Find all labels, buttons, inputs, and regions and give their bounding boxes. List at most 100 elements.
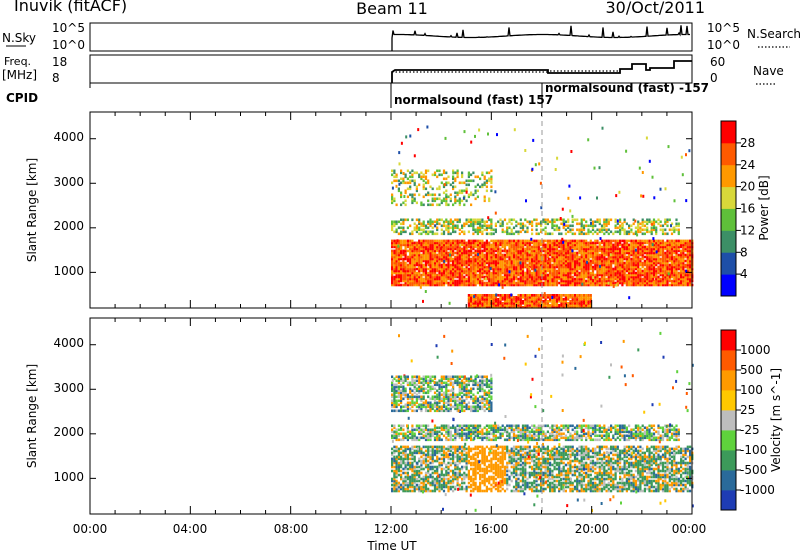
data-cell [404, 447, 407, 451]
data-cell [420, 247, 423, 251]
data-cell [393, 393, 396, 397]
data-cell [494, 245, 497, 249]
data-cell [395, 481, 398, 485]
data-cell [393, 485, 396, 489]
data-cell [488, 283, 491, 287]
data-cell [397, 275, 400, 279]
data-cell [442, 257, 446, 261]
data-cell [467, 277, 470, 281]
data-cell [400, 222, 403, 226]
data-cell [544, 253, 547, 257]
data-cell [465, 187, 468, 191]
data-cell [483, 224, 486, 228]
data-cell [483, 257, 486, 261]
data-cell [397, 261, 400, 265]
data-cell [551, 267, 554, 271]
data-cell [587, 224, 590, 228]
data-cell [438, 239, 441, 243]
data-cell [413, 179, 416, 183]
data-cell [524, 261, 527, 265]
data-cell [404, 405, 407, 409]
data-cell [657, 239, 660, 243]
data-cell [461, 255, 464, 259]
data-cell [639, 275, 642, 279]
data-cell [391, 251, 394, 255]
data-cell [668, 218, 671, 222]
data-cell [512, 259, 516, 263]
data-cell [404, 489, 407, 493]
data-cell [555, 302, 558, 305]
data-cell [476, 218, 479, 222]
data-cell [637, 279, 640, 283]
data-cell [508, 273, 511, 277]
data-cell [445, 279, 448, 283]
data-cell [551, 269, 554, 273]
data-cell [436, 228, 439, 232]
data-cell [506, 261, 509, 265]
data-cell [675, 271, 678, 275]
data-cell [422, 389, 425, 393]
data-cell [544, 251, 547, 255]
data-cell [571, 302, 574, 305]
data-cell [506, 296, 509, 299]
data-cell [488, 263, 491, 267]
data-cell [650, 241, 653, 245]
data-cell [666, 249, 669, 253]
data-cell [567, 298, 570, 301]
data-cell [610, 239, 613, 243]
data-cell [535, 275, 538, 279]
data-cell [409, 265, 412, 269]
data-cell [438, 169, 441, 173]
data-cell [406, 447, 409, 451]
data-cell [630, 275, 633, 279]
data-cell [447, 247, 450, 251]
data-cell [406, 226, 409, 230]
data-cell [585, 265, 588, 269]
data-cell [680, 271, 683, 275]
data-cell [519, 224, 522, 228]
data-cell [643, 245, 646, 249]
data-cell [433, 220, 437, 224]
data-cell [406, 487, 409, 491]
data-cell [551, 275, 554, 279]
data-cell [429, 457, 432, 461]
data-cell [411, 277, 414, 281]
data-cell [632, 257, 635, 261]
data-cell [521, 249, 525, 253]
data-cell [413, 469, 416, 473]
data-cell [512, 245, 516, 249]
data-cell [684, 265, 687, 269]
data-cell [587, 249, 590, 253]
data-cell [483, 296, 486, 299]
data-cell [578, 232, 581, 236]
data-cell [510, 283, 513, 287]
data-cell [402, 424, 405, 428]
data-cell [661, 273, 665, 277]
data-cell [675, 279, 678, 283]
data-cell [447, 267, 450, 271]
data-cell [404, 279, 407, 283]
data-cell [576, 279, 579, 283]
data-cell [621, 228, 624, 232]
data-cell [481, 253, 484, 257]
data-cell [549, 263, 552, 267]
data-cell [420, 259, 423, 263]
data-cell [670, 253, 674, 257]
data-cell [589, 245, 592, 249]
data-cell [582, 253, 586, 257]
data-cell [445, 273, 448, 277]
data-cell [508, 239, 511, 243]
data-cell [391, 226, 394, 230]
data-cell [452, 281, 455, 285]
colorbar-swatch [721, 186, 736, 209]
data-cell [547, 257, 550, 261]
data-cell [567, 304, 570, 307]
data-cell [431, 273, 434, 277]
data-cell [621, 265, 624, 269]
data-cell [411, 263, 414, 267]
data-cell [433, 279, 437, 283]
data-cell [535, 241, 538, 245]
data-cell [404, 487, 407, 491]
data-cell [497, 279, 500, 283]
data-cell [458, 271, 461, 275]
